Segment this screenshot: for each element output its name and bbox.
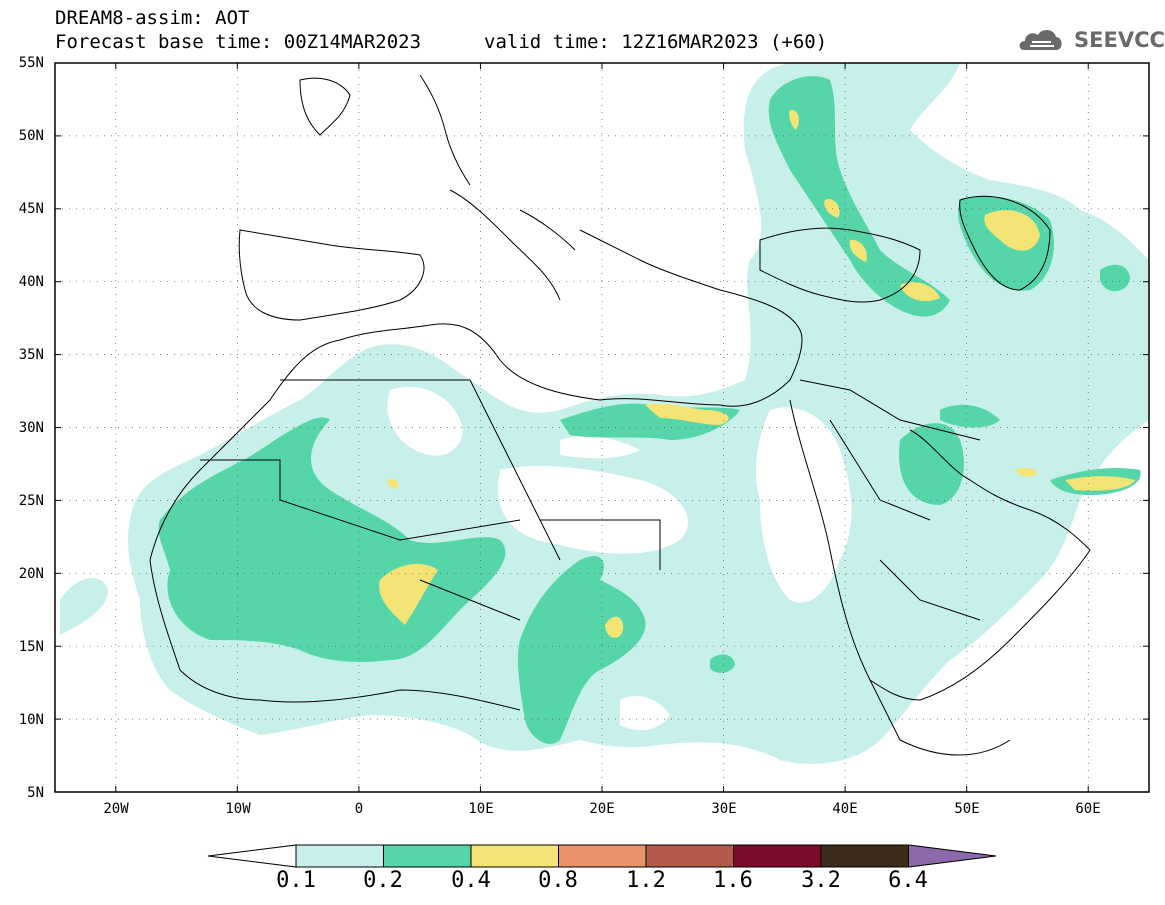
lat-label: 10N	[18, 712, 44, 728]
map-title: DREAM8-assim: AOT	[55, 7, 250, 29]
coastlines	[149, 74, 1091, 756]
colorbar-label: 1.6	[713, 868, 753, 893]
colorbar-label: 6.4	[888, 868, 928, 893]
colorbar-label: 0.1	[276, 868, 316, 893]
lon-label: 50E	[954, 801, 980, 817]
lon-label: 30E	[711, 801, 737, 817]
colorbar-label: 0.4	[451, 868, 491, 893]
lat-label: 15N	[18, 639, 44, 655]
logo-text: SEEVCCC	[1074, 28, 1165, 52]
lon-label: 20E	[589, 801, 615, 817]
colorbar	[207, 844, 997, 868]
colorbar-label: 3.2	[801, 868, 841, 893]
colorbar-swatch	[733, 844, 822, 868]
lat-label: 50N	[18, 128, 44, 144]
lon-label: 60E	[1075, 801, 1101, 817]
colorbar-label: 0.2	[363, 868, 403, 893]
lon-label: 10W	[225, 801, 251, 817]
graticule	[55, 63, 1149, 792]
lat-label: 25N	[18, 493, 44, 509]
lat-label: 5N	[27, 785, 44, 801]
lat-label: 30N	[18, 420, 44, 436]
lat-label: 40N	[18, 274, 44, 290]
colorbar-swatch	[295, 844, 384, 868]
colorbar-label: 1.2	[626, 868, 666, 893]
colorbar-swatch	[558, 844, 647, 868]
colorbar-label: 0.8	[538, 868, 578, 893]
lat-label: 35N	[18, 347, 44, 363]
lon-label: 40E	[832, 801, 858, 817]
colorbar-swatch	[645, 844, 734, 868]
valid-time: valid time: 12Z16MAR2023 (+60)	[484, 31, 828, 53]
lat-label: 55N	[18, 55, 44, 71]
lon-label: 20W	[103, 801, 129, 817]
cloud-icon	[1019, 29, 1062, 50]
lon-label: 10E	[468, 801, 494, 817]
colorbar-swatch	[470, 844, 559, 868]
forecast-base-time: Forecast base time: 00Z14MAR2023	[55, 31, 422, 53]
lon-label: 0	[354, 801, 364, 817]
colorbar-max-arrow	[908, 844, 997, 868]
colorbar-swatch	[820, 844, 909, 868]
lat-label: 20N	[18, 566, 44, 582]
lat-label: 45N	[18, 201, 44, 217]
colorbar-swatch	[383, 844, 472, 868]
aot-level-0.4	[379, 109, 1135, 638]
colorbar-min-arrow	[207, 844, 297, 868]
